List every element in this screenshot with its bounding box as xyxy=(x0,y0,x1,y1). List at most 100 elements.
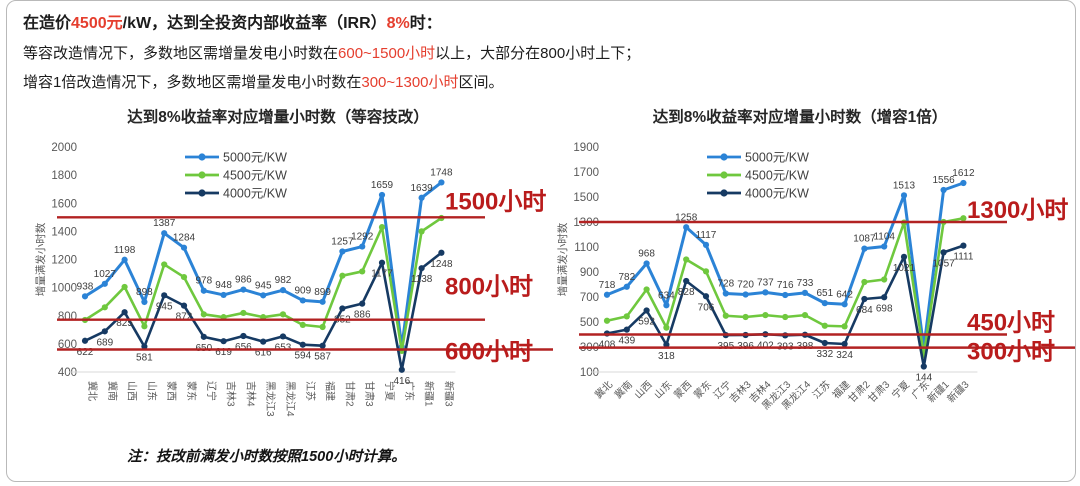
data-point xyxy=(643,286,650,293)
x-tick-label: 江苏 xyxy=(810,378,833,401)
data-point xyxy=(319,342,326,349)
data-label: 825 xyxy=(116,318,133,329)
data-point xyxy=(881,294,888,301)
data-point xyxy=(801,289,809,296)
data-point xyxy=(940,186,947,194)
data-label: 1248 xyxy=(430,259,453,270)
data-point xyxy=(418,265,425,272)
x-tick-label: 甘肃2 xyxy=(845,378,873,406)
data-label: 909 xyxy=(294,285,311,296)
data-point xyxy=(920,363,927,370)
y-tick-label: 900 xyxy=(580,267,599,279)
legend-label: 4500元/KW xyxy=(745,169,809,183)
data-point xyxy=(141,323,148,330)
data-point xyxy=(101,328,108,335)
data-label: 324 xyxy=(836,350,853,361)
legend-marker-dot xyxy=(720,153,728,161)
x-tick-label: 甘肃3 xyxy=(363,381,376,407)
x-tick-label: 黑龙江3 xyxy=(264,381,277,417)
data-point xyxy=(643,260,650,267)
data-label: 1284 xyxy=(173,233,196,244)
data-point xyxy=(603,317,611,324)
data-label: 439 xyxy=(618,336,635,347)
data-point xyxy=(782,291,789,299)
data-point xyxy=(762,289,769,296)
data-point xyxy=(359,268,366,275)
y-tick-label: 1900 xyxy=(573,142,599,154)
x-tick-label: 吉林3 xyxy=(726,378,754,406)
chart-panel-double-capacity: 达到8%收益率对应增量小时数（增容1倍） 1900170015001300110… xyxy=(555,101,1075,445)
data-label: 716 xyxy=(777,280,794,291)
data-label: 1748 xyxy=(430,167,453,178)
data-point xyxy=(702,241,710,248)
data-label: 581 xyxy=(136,353,153,364)
data-point xyxy=(900,192,908,199)
y-tick-label: 500 xyxy=(580,317,599,329)
data-point xyxy=(663,324,670,331)
y-tick-label: 1700 xyxy=(573,167,599,179)
data-point xyxy=(782,313,789,321)
data-label: 594 xyxy=(294,351,311,362)
threshold-label: 1500小时 xyxy=(445,188,546,215)
data-point xyxy=(339,272,346,279)
chart-title: 达到8%收益率对应增量小时数（等容技改） xyxy=(127,109,429,126)
x-tick-label: 蒙东 xyxy=(185,381,198,401)
data-point xyxy=(81,293,89,300)
data-point xyxy=(260,338,267,345)
x-tick-label: 江苏 xyxy=(304,381,317,401)
y-tick-label: 1800 xyxy=(51,170,77,182)
data-label: 1111 xyxy=(953,252,973,263)
data-point xyxy=(683,224,690,231)
legend: 5000元/KW 4500元/KW 4000元/KW xyxy=(707,151,809,201)
data-label: 616 xyxy=(255,348,272,359)
y-tick-label: 1400 xyxy=(51,226,77,238)
data-point xyxy=(180,244,188,251)
x-tick-label: 新疆1 xyxy=(423,381,436,407)
data-point xyxy=(603,291,611,298)
data-label: 982 xyxy=(275,275,292,286)
data-label: 1513 xyxy=(893,180,916,191)
data-point xyxy=(81,337,89,344)
highlight-text: 4500元 xyxy=(71,15,123,32)
data-point xyxy=(378,191,386,199)
data-point xyxy=(702,293,710,300)
data-point xyxy=(161,292,168,299)
data-point xyxy=(180,302,188,309)
data-point xyxy=(359,243,366,250)
data-point xyxy=(762,312,769,319)
line-chart: 19001700150013001100900700500300100增量满发小… xyxy=(556,142,1075,412)
data-label: 684 xyxy=(856,305,873,316)
data-point xyxy=(841,340,848,348)
data-point xyxy=(861,278,868,286)
data-point xyxy=(960,215,967,222)
y-axis-title: 增量满发小时数 xyxy=(556,222,569,296)
data-point xyxy=(279,333,287,340)
y-tick-label: 400 xyxy=(58,367,77,379)
data-label: 828 xyxy=(678,287,695,298)
data-point xyxy=(299,341,306,348)
data-point xyxy=(101,304,108,311)
data-point xyxy=(220,338,227,345)
data-point xyxy=(220,291,227,299)
legend-marker-dot xyxy=(720,171,728,179)
y-tick-label: 800 xyxy=(58,311,77,323)
data-label: 733 xyxy=(797,278,814,289)
threshold-label: 800小时 xyxy=(445,274,533,301)
x-tick-label: 甘肃3 xyxy=(865,378,893,406)
y-tick-label: 1500 xyxy=(573,192,599,204)
legend-marker-dot xyxy=(198,171,206,179)
data-point xyxy=(861,245,868,252)
data-label: 1659 xyxy=(371,180,394,191)
data-point xyxy=(881,243,888,250)
chart-panel-equal-capacity: 达到8%收益率对应增量小时数（等容技改） 2000 1800 1600 1400 120… xyxy=(33,101,561,445)
data-label: 1639 xyxy=(410,183,433,194)
x-tick-label: 冀北 xyxy=(86,381,99,401)
data-point xyxy=(200,311,207,318)
x-tick-label: 山西 xyxy=(126,381,138,401)
data-label: 1198 xyxy=(114,245,136,256)
data-label: 706 xyxy=(698,302,715,313)
x-tick-label: 蒙东 xyxy=(691,378,714,401)
x-tick-label: 新疆3 xyxy=(442,381,455,407)
data-label: 318 xyxy=(658,351,675,362)
